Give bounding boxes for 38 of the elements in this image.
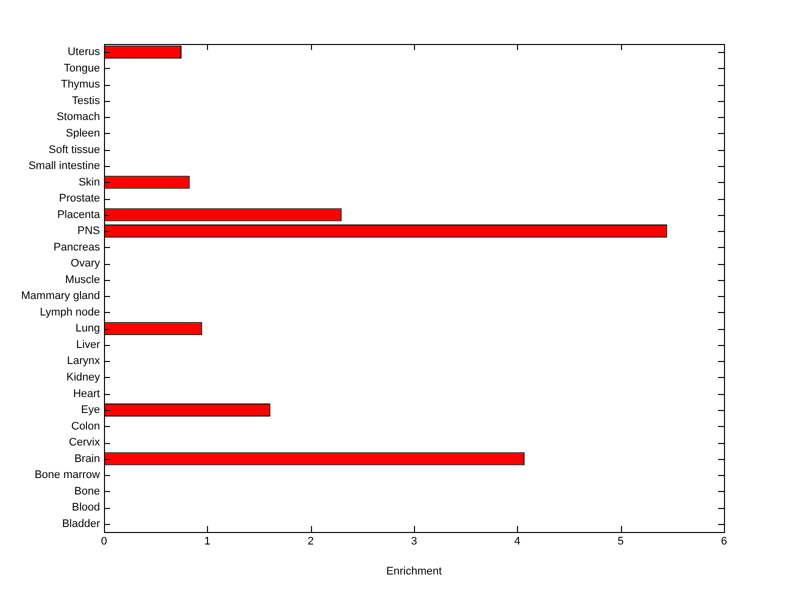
y-tick-label: Kidney xyxy=(66,372,100,384)
y-tick-label: Uterus xyxy=(68,46,100,58)
y-tick-label: Soft tissue xyxy=(48,144,100,156)
y-tick-label: Eye xyxy=(81,404,100,416)
x-tick-label: 4 xyxy=(514,536,520,548)
x-tick-label: 2 xyxy=(308,536,314,548)
y-tick-label: Blood xyxy=(72,502,100,514)
y-tick-label: Liver xyxy=(76,338,100,351)
x-tick-label: 5 xyxy=(618,536,624,548)
y-tick-label: Stomach xyxy=(56,111,100,124)
y-tick-label: Thymus xyxy=(60,78,100,91)
x-tick-label: 1 xyxy=(204,536,210,548)
y-tick-label: PNS xyxy=(77,225,100,238)
x-axis-title: Enrichment xyxy=(386,565,442,578)
y-tick-label: Muscle xyxy=(65,274,100,286)
y-tick-label: Ovary xyxy=(70,258,100,270)
y-tick-label: Skin xyxy=(78,176,100,188)
y-tick-label: Tongue xyxy=(64,62,100,74)
y-tick-label: Lymph node xyxy=(40,306,100,318)
y-tick-label: Pancreas xyxy=(54,241,100,254)
y-tick-label: Prostate xyxy=(59,192,100,205)
y-tick-label: Placenta xyxy=(57,208,101,221)
x-tick-label: 6 xyxy=(720,536,728,548)
y-tick-label: Testis xyxy=(72,94,100,107)
y-tick-label: Bladder xyxy=(62,518,100,530)
y-tick-label: Cervix xyxy=(68,436,100,449)
y-tick-label: Colon xyxy=(71,420,100,432)
y-tick-label: Lung xyxy=(76,322,100,335)
y-tick-label: Bone xyxy=(74,485,100,498)
x-tick-label: 0 xyxy=(100,536,108,548)
y-tick-label: Small intestine xyxy=(28,160,100,172)
y-tick-label: Heart xyxy=(73,388,100,400)
y-tick-label: Bone marrow xyxy=(34,469,100,482)
y-tick-label: Brain xyxy=(74,452,100,465)
y-tick-label: Larynx xyxy=(66,355,100,368)
x-tick-label: 3 xyxy=(410,536,418,548)
y-tick-label: Mammary gland xyxy=(21,290,100,302)
y-tick-label: Spleen xyxy=(66,128,100,140)
